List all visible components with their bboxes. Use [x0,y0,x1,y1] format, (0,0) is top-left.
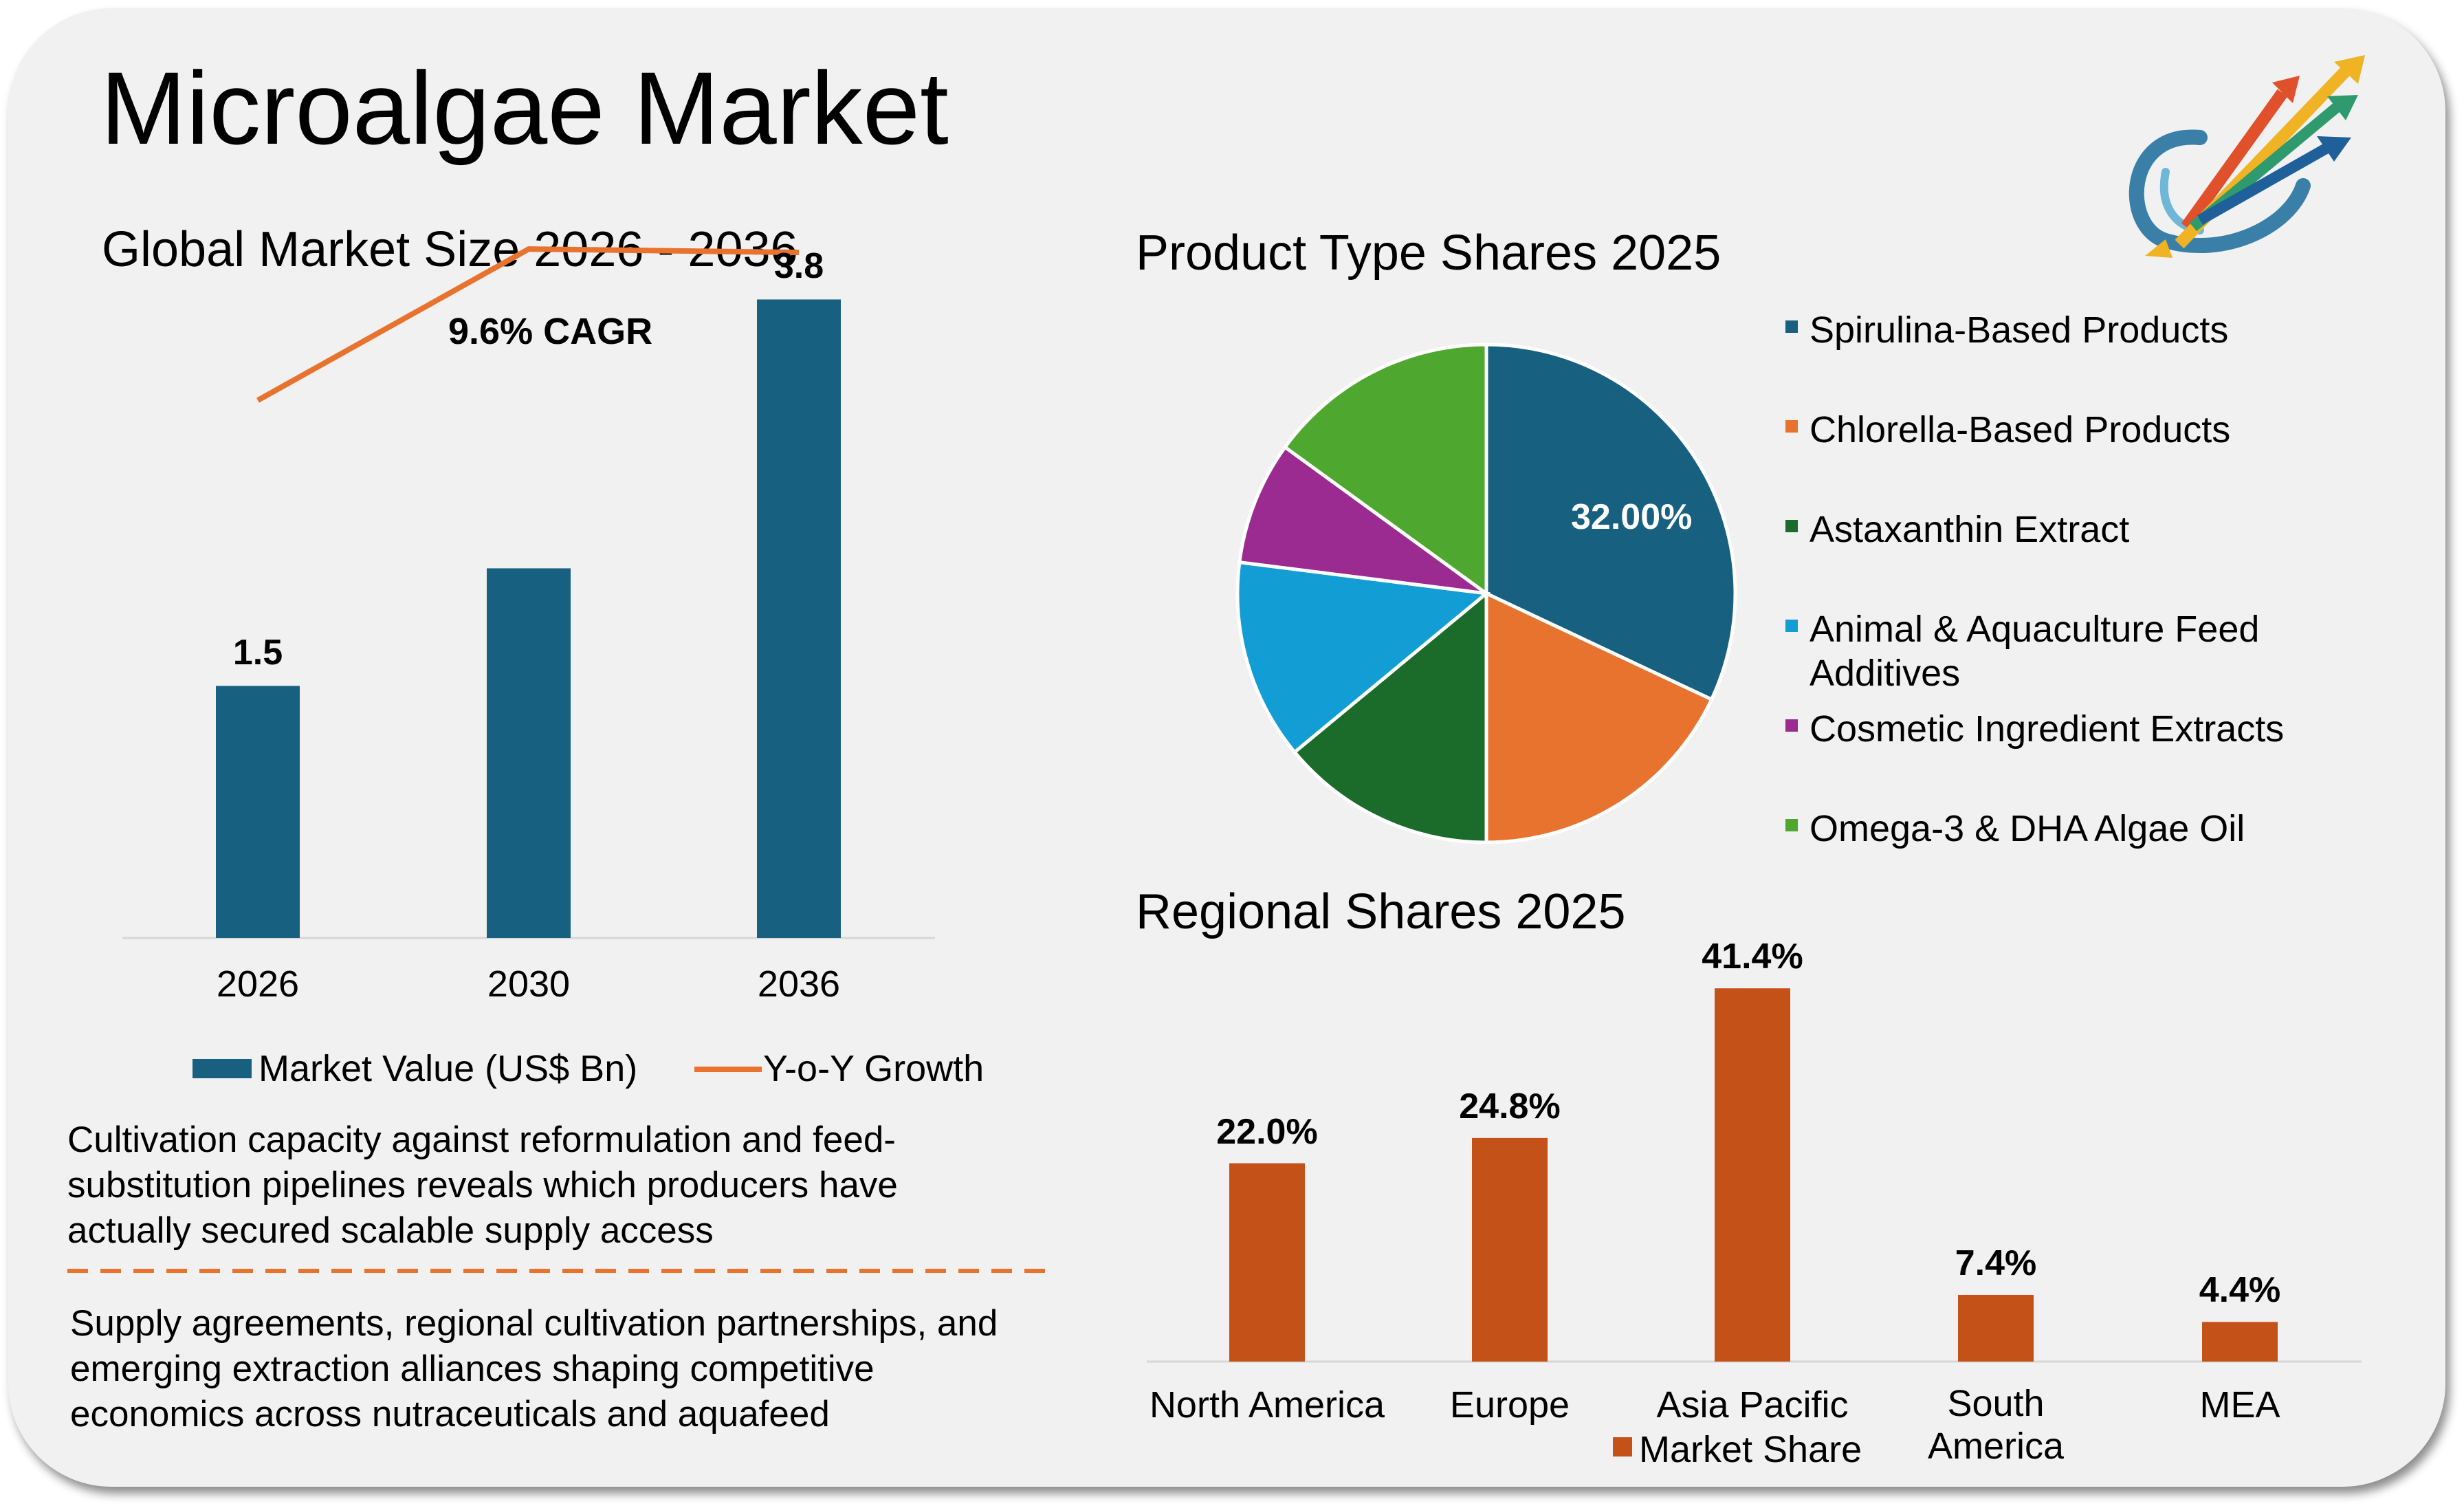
pie-legend-entry: Astaxanthin Extract [1810,509,2130,550]
pie-legend-swatch [1785,719,1798,732]
note-partnerships: Supply agreements, regional cultivation … [70,1301,1088,1437]
market-x-tick-label: 2030 [487,963,571,1005]
pie-legend-swatch [1785,320,1798,333]
pie-legend-entry: Cosmetic Ingredient Extracts [1810,708,2285,750]
legend-swatch-yoy-growth [694,1067,762,1072]
pie-legend-swatch [1785,420,1798,433]
market-bar-2030 [487,568,571,938]
region-bar-value-label: 24.8% [1459,1086,1561,1126]
note-line: Cultivation capacity against reformulati… [67,1120,896,1160]
note-line: emerging extraction alliances shaping co… [70,1349,874,1389]
pie-slice-5 [1238,444,1488,596]
region-bar-value-label: 7.4% [1955,1243,2037,1283]
legend-swatch-market-value [192,1059,252,1078]
pie-slice-1 [1484,342,1737,702]
region-x-tick-label: South America [1927,1383,2065,1467]
region-bar [2202,1322,2278,1362]
market-x-tick-label: 2036 [757,963,841,1005]
legend-yoy-growth: Y-o-Y Growth [763,1048,984,1089]
pie-legend-swatch [1785,520,1798,532]
note-line: Supply agreements, regional cultivation … [70,1303,998,1344]
region-bar [1229,1163,1305,1362]
pie-slice-2 [1484,591,1714,844]
pie-slice-6 [1282,342,1488,597]
pie-legend-swatch [1785,819,1798,831]
market-x-tick-label: 2026 [216,963,300,1005]
product-chart-title: Product Type Shares 2025 [1136,226,1722,281]
pie-legend-entry: Animal & Aquaculture Feed Additives [1810,609,2260,694]
regional-chart-title: Regional Shares 2025 [1136,884,1626,939]
market-bar-value-label: 3.8 [773,246,824,287]
region-bar [1472,1137,1548,1362]
note-line: actually secured scalable supply access [67,1210,714,1251]
market-bar-value-label: 1.5 [232,633,283,673]
region-x-tick-label: North America [1149,1384,1385,1426]
note-supply-access: Cultivation capacity against reformulati… [67,1117,1064,1254]
region-bar-value-label: 22.0% [1216,1111,1318,1152]
legend-market-value: Market Value (US$ Bn) [258,1048,638,1089]
pie-legend-entry: Chlorella-Based Products [1810,409,2231,450]
region-x-tick-label: Asia Pacific [1656,1384,1849,1426]
pie-slice-4 [1235,560,1491,755]
region-x-tick-label: Europe [1449,1384,1570,1426]
region-x-tick-label: MEA [2199,1384,2280,1426]
legend-swatch-market-share [1613,1437,1632,1456]
page-title: Microalgae Market [100,50,949,166]
region-bar [1958,1294,2034,1362]
pie-legend-entry: Omega-3 & DHA Algae Oil [1810,808,2245,849]
pie-slice-3 [1292,589,1488,844]
note-line: substitution pipelines reveals which pro… [67,1165,898,1205]
yoy-growth-line [256,246,800,403]
legend-market-share: Market Share [1639,1429,1862,1470]
note-line: economics across nutraceuticals and aqua… [70,1394,830,1434]
cagr-annotation: 9.6% CAGR [448,311,653,352]
market-bar-2036 [757,299,841,938]
region-bar-value-label: 41.4% [1702,937,1803,977]
region-bar-value-label: 4.4% [2199,1270,2281,1311]
pie-legend-entry: Spirulina-Based Products [1810,309,2229,351]
infographic-card [8,8,2445,1487]
pie-slice-label-spirulina: 32.00% [1571,497,1693,537]
market-bar-2026 [216,686,300,938]
region-bar [1715,988,1790,1362]
pie-legend-swatch [1785,620,1798,632]
